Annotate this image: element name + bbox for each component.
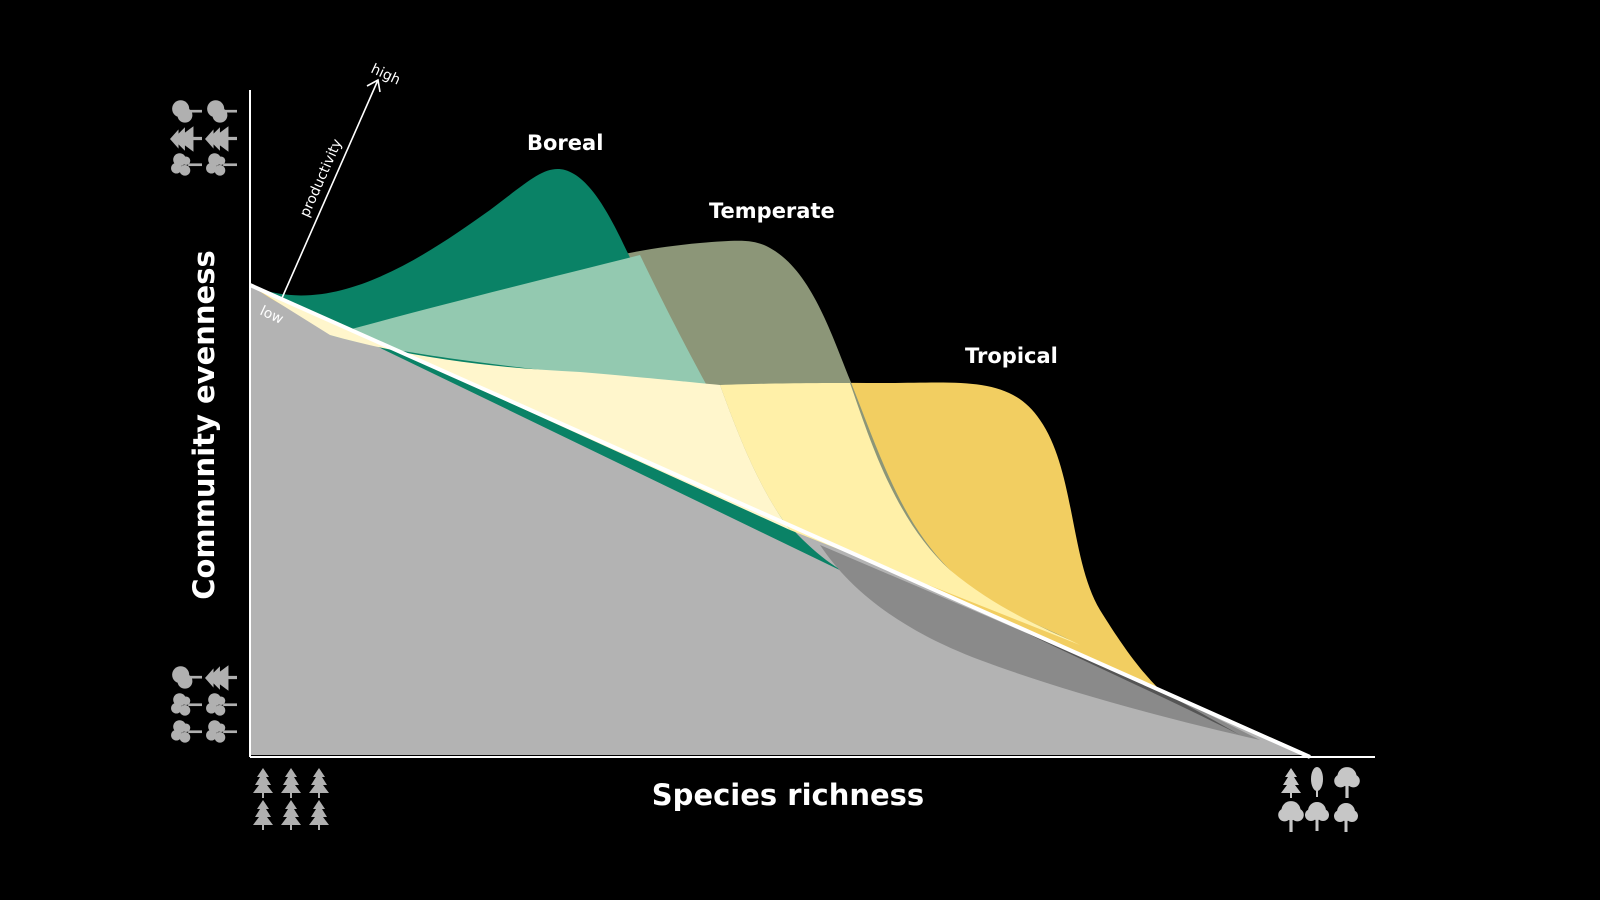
productivity-arrow (281, 79, 379, 299)
productivity-high-label: high (368, 61, 402, 88)
tropical-temperate-overlap (720, 383, 1080, 645)
shadow-band-dark (1000, 620, 1240, 735)
boreal-temperate-overlap (330, 255, 760, 490)
diagonal-line (249, 283, 1311, 759)
x-left-conifer-icons (253, 768, 329, 830)
x-axis-title: Species richness (652, 778, 924, 812)
y-axis-title: Community evenness (187, 250, 221, 599)
arrow-head-icon (366, 78, 381, 93)
y-top-tree-icons (170, 100, 237, 176)
x-right-diverse-tree-icons (1278, 767, 1360, 832)
region-label-temperate: Temperate (709, 199, 835, 223)
region-label-tropical: Tropical (965, 344, 1058, 368)
region-label-boreal: Boreal (527, 131, 603, 155)
y-bottom-tree-icons (171, 665, 237, 743)
